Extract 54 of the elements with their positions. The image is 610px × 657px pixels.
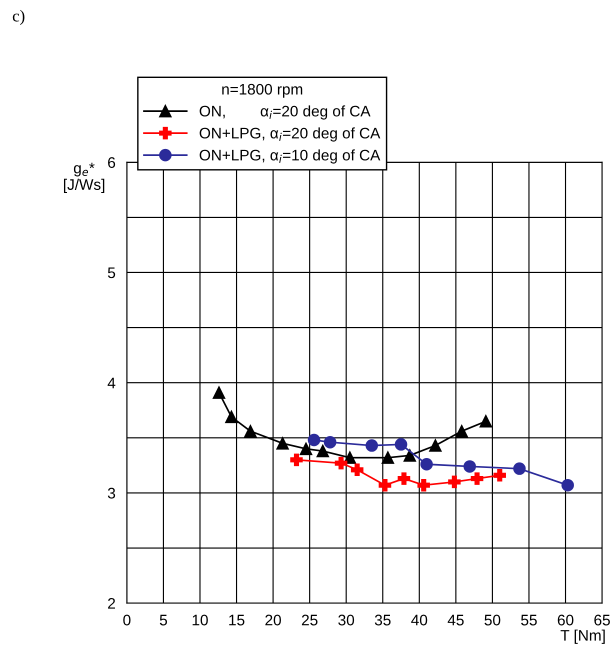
point — [394, 438, 408, 451]
x-tick-label: 0 — [123, 614, 131, 626]
x-tick-label: 55 — [521, 614, 537, 626]
legend-title: n=1800 rpm — [222, 84, 302, 98]
x-tick-label: 25 — [302, 614, 318, 626]
point — [429, 439, 442, 452]
point — [244, 424, 257, 438]
point — [493, 469, 506, 482]
point — [382, 451, 394, 464]
y-tick-label: 6 — [108, 157, 116, 168]
point — [404, 449, 416, 462]
point — [463, 460, 476, 473]
point — [470, 472, 484, 485]
legend-label: ON+LPG, α$_{i}$=10 deg of CA — [200, 149, 380, 164]
x-tick-label: 20 — [265, 614, 281, 626]
point — [378, 478, 392, 492]
point — [316, 444, 330, 458]
point — [225, 410, 238, 424]
point — [308, 434, 320, 446]
y-tick-label: 5 — [108, 268, 116, 278]
point — [455, 424, 468, 438]
point — [420, 458, 433, 471]
y-tick-label: 2 — [108, 598, 116, 609]
y-tick-label: 3 — [108, 488, 116, 499]
y-axis-title: g$_{e}$* [J/Ws] — [64, 162, 104, 193]
point — [324, 436, 336, 448]
y-tick-label: 4 — [108, 378, 116, 388]
x-tick-label: 30 — [338, 614, 354, 626]
x-tick-label: 65 — [594, 614, 610, 626]
legend-label: ON+LPG, α$_{i}$=20 deg of CA — [200, 127, 380, 142]
point — [276, 437, 289, 450]
point — [448, 476, 461, 488]
x-tick-label: 50 — [484, 614, 500, 626]
point — [212, 386, 226, 399]
point — [366, 439, 378, 452]
x-tick-label: 15 — [229, 614, 244, 626]
legend-label: ON, α$_{i}$=20 deg of CA — [200, 105, 371, 120]
point — [290, 454, 303, 466]
point — [334, 456, 348, 470]
x-tick-label: 40 — [411, 614, 428, 626]
point — [417, 478, 430, 492]
point — [398, 472, 410, 485]
point — [561, 478, 574, 492]
point — [350, 464, 364, 476]
x-tick-label: 5 — [160, 614, 168, 626]
text: c) — [12, 10, 24, 25]
x-tick-label: 60 — [558, 614, 574, 626]
x-tick-label: 45 — [448, 614, 464, 626]
x-tick-label: 35 — [374, 614, 391, 626]
point — [480, 415, 492, 428]
x-axis-title: T [Nm] — [560, 630, 605, 644]
point — [300, 442, 312, 456]
x-tick-label: 10 — [192, 614, 208, 626]
point — [513, 462, 526, 475]
